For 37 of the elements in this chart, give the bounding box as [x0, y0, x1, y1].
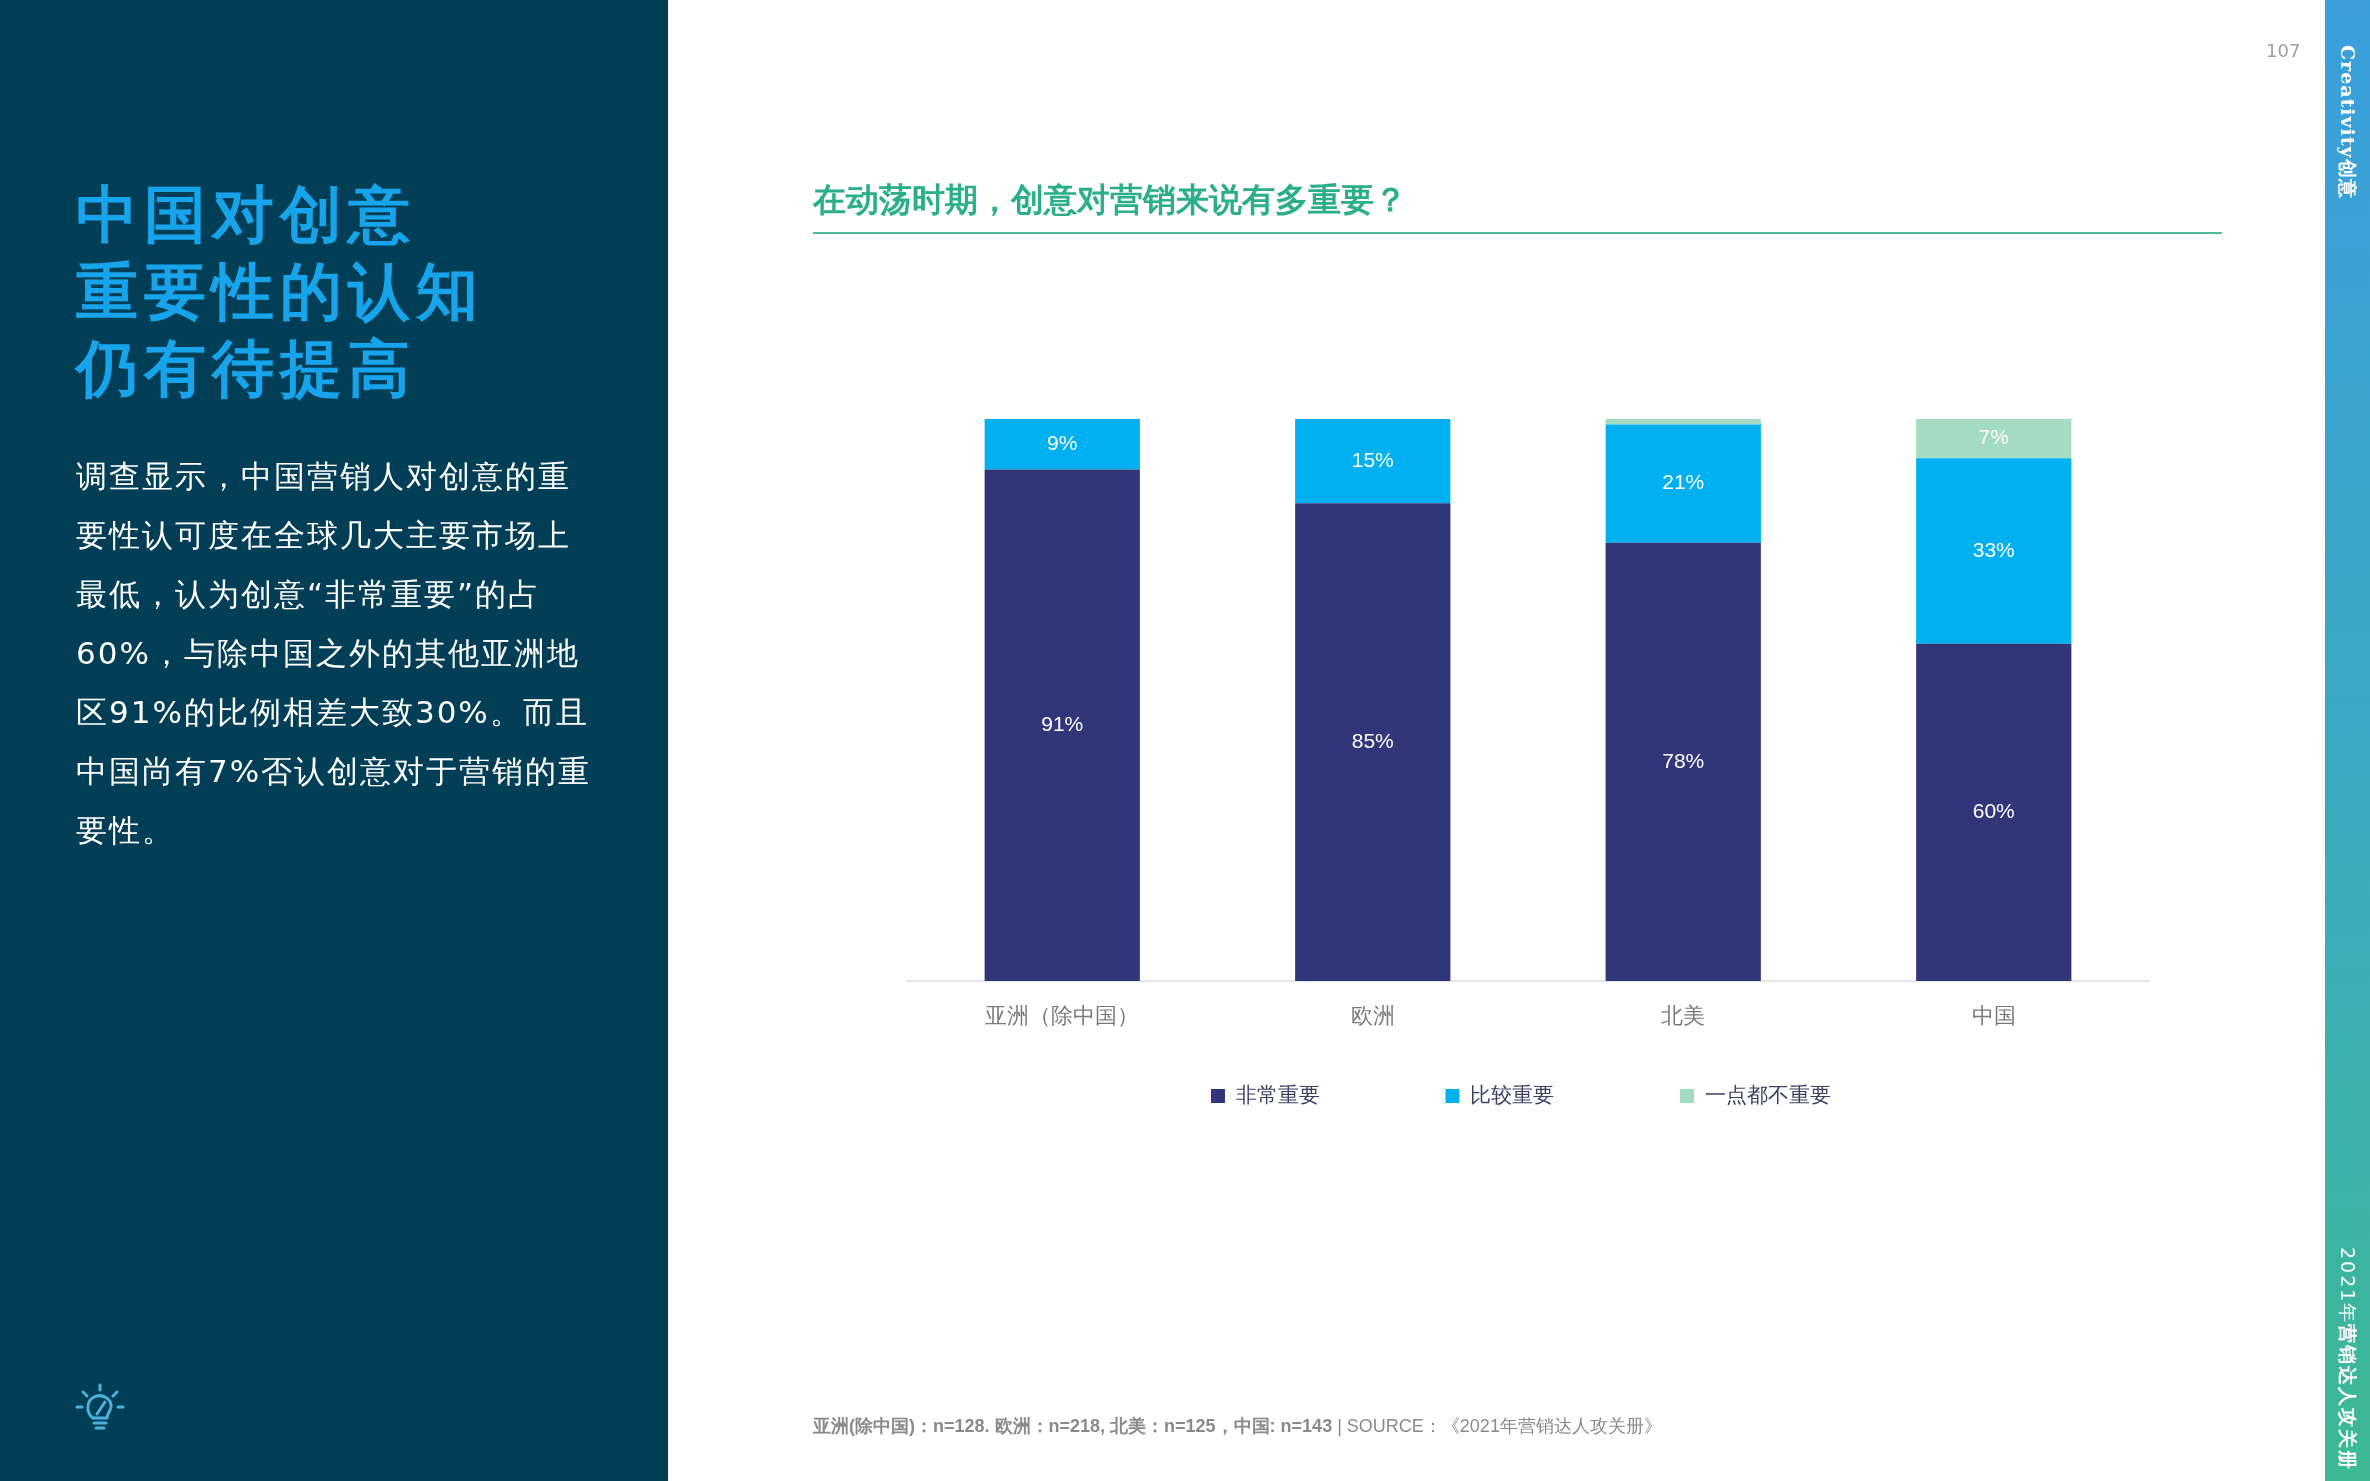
data-label: 9%	[1047, 431, 1078, 455]
text: 重要性的认知	[76, 254, 485, 330]
text: 调查显示，中国营销人对创意的重要性认可度在全球几大主要市场上最低，认为创意“非常重要”的占60%，与除中国之外的其他亚洲地区91%的比例相差大致30%。而且中国尚有7%否认创意对于营销的重要性。	[76, 457, 593, 850]
data-label: 85%	[1351, 728, 1394, 752]
x-tick-label: 北美	[1661, 1003, 1706, 1029]
data-label: 78%	[1662, 748, 1705, 772]
bar	[984, 469, 1140, 981]
bar	[984, 419, 1140, 470]
data-label: 15%	[1351, 447, 1394, 471]
bar	[1916, 458, 2072, 644]
text: 2021年	[2337, 1247, 2359, 1325]
data-label: 21%	[1662, 470, 1705, 494]
data-label: 91%	[1041, 712, 1084, 736]
x-tick-label: 中国	[1971, 1003, 2016, 1029]
text: 营销达人攻关册	[2337, 1324, 2359, 1472]
bar	[1605, 424, 1761, 543]
data-label: 7%	[1978, 425, 2009, 449]
bar	[1295, 419, 1451, 504]
chart-title: 在动荡时期，创意对营销来说有多重要？	[813, 179, 1407, 221]
bar	[1605, 542, 1761, 981]
text: 亚洲(除中国)：n=128. 欧洲：n=218, 北美：n=125，中国: n=143	[813, 1416, 1333, 1436]
text: | SOURCE：《2021年营销达人攻关册》	[1337, 1416, 1662, 1436]
legend-label: 比较重要	[1470, 1082, 1554, 1106]
bar	[1605, 419, 1761, 425]
text: 107	[2266, 40, 2301, 61]
legend-label: 一点都不重要	[1704, 1082, 1831, 1106]
data-label: 60%	[1972, 799, 2015, 823]
bar	[1295, 503, 1451, 981]
text: 中国对创意	[76, 177, 417, 253]
text: 仍有待提高	[76, 331, 417, 407]
bar	[1916, 419, 2072, 459]
legend-label: 非常重要	[1235, 1082, 1320, 1106]
x-tick-label: 欧洲	[1350, 1003, 1395, 1029]
data-label: 33%	[1972, 537, 2015, 561]
bar	[1916, 643, 2072, 981]
x-tick-label: 亚洲（除中国）	[985, 1003, 1140, 1029]
text: Creativity创意	[2336, 45, 2360, 199]
